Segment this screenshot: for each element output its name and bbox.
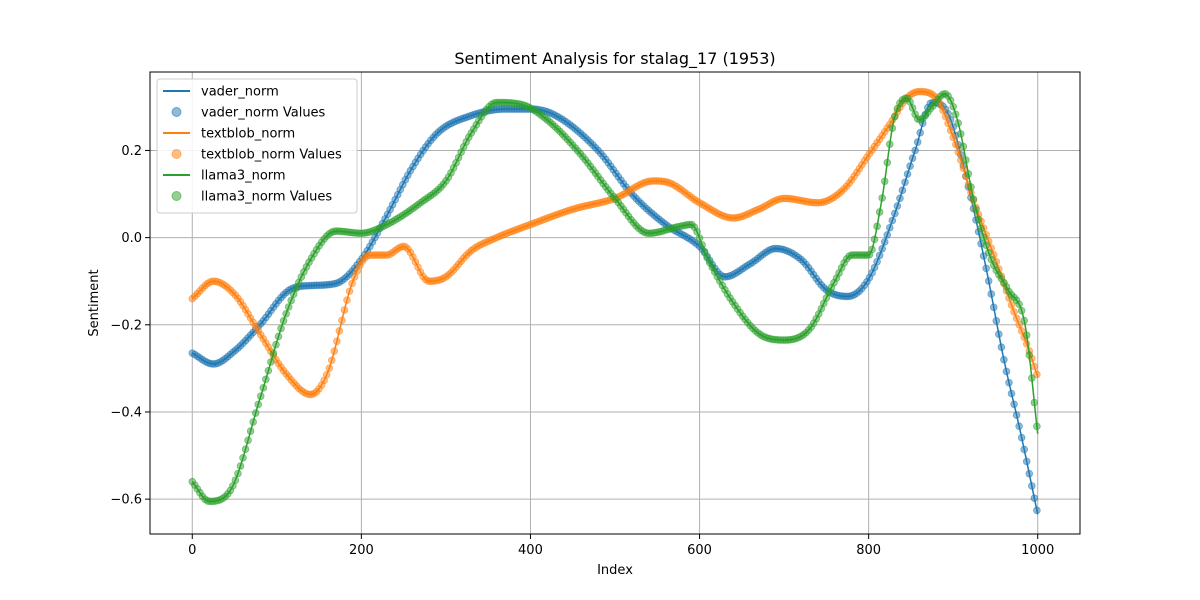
legend-box [156,78,358,214]
x-tick-label: 400 [518,543,543,558]
y-tick-label: −0.4 [110,405,142,420]
legend-label: textblob_norm Values [201,148,342,163]
vader_norm-line [191,101,1039,515]
legend-marker-swatch [171,107,182,117]
plot-frame [149,71,1081,535]
y-axis-label: Sentiment [87,269,102,336]
x-tick-label: 200 [349,543,374,558]
llama3_norm-series [188,90,1041,506]
y-tick-label: 0.2 [121,144,142,159]
legend-label: vader_norm Values [201,106,326,121]
legend-label: textblob_norm [201,127,295,142]
x-tick-label: 0 [188,543,196,558]
legend-label: llama3_norm [201,169,286,184]
x-tick-label: 800 [856,543,881,558]
chart-title: Sentiment Analysis for stalag_17 (1953) [454,49,775,69]
y-tick-label: −0.2 [110,318,142,333]
legend-label: llama3_norm Values [201,190,332,205]
legend-label: vader_norm [201,85,279,100]
y-tick-label: −0.6 [110,493,142,508]
series-layer [188,87,1041,515]
axis-ticks: 0 200 400 600 800 1000 −0.6 −0.4 −0.2 0.0 0.2 [110,144,1054,558]
textblob_norm-series [188,87,1041,399]
y-tick-label: 0.0 [121,231,142,246]
x-axis-label: Index [597,563,633,578]
legend-marker-swatch [171,191,182,201]
legend-marker-swatch [171,149,182,159]
legend: vader_norm vader_norm Values textblob_norm… [156,78,358,214]
grid [150,72,1080,534]
x-tick-label: 1000 [1021,543,1054,558]
x-tick-label: 600 [687,543,712,558]
llama3_norm-line [191,93,1039,503]
